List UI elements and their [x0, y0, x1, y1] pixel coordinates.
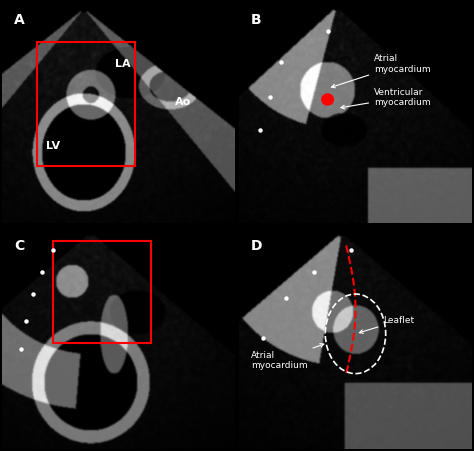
- Text: A: A: [14, 14, 25, 28]
- Text: LA: LA: [115, 59, 131, 69]
- Text: LV: LV: [46, 141, 61, 151]
- Text: Atrial
myocardium: Atrial myocardium: [251, 344, 324, 370]
- Text: D: D: [251, 239, 263, 253]
- Text: C: C: [14, 239, 24, 253]
- Bar: [37, 42, 135, 166]
- Text: B: B: [251, 14, 262, 28]
- Text: Ventricular
myocardium: Ventricular myocardium: [341, 87, 431, 109]
- Text: Atrial
myocardium: Atrial myocardium: [331, 55, 431, 88]
- Text: Ao: Ao: [175, 97, 191, 107]
- Bar: [54, 241, 151, 343]
- Text: Leaflet: Leaflet: [359, 316, 414, 333]
- Circle shape: [322, 94, 333, 105]
